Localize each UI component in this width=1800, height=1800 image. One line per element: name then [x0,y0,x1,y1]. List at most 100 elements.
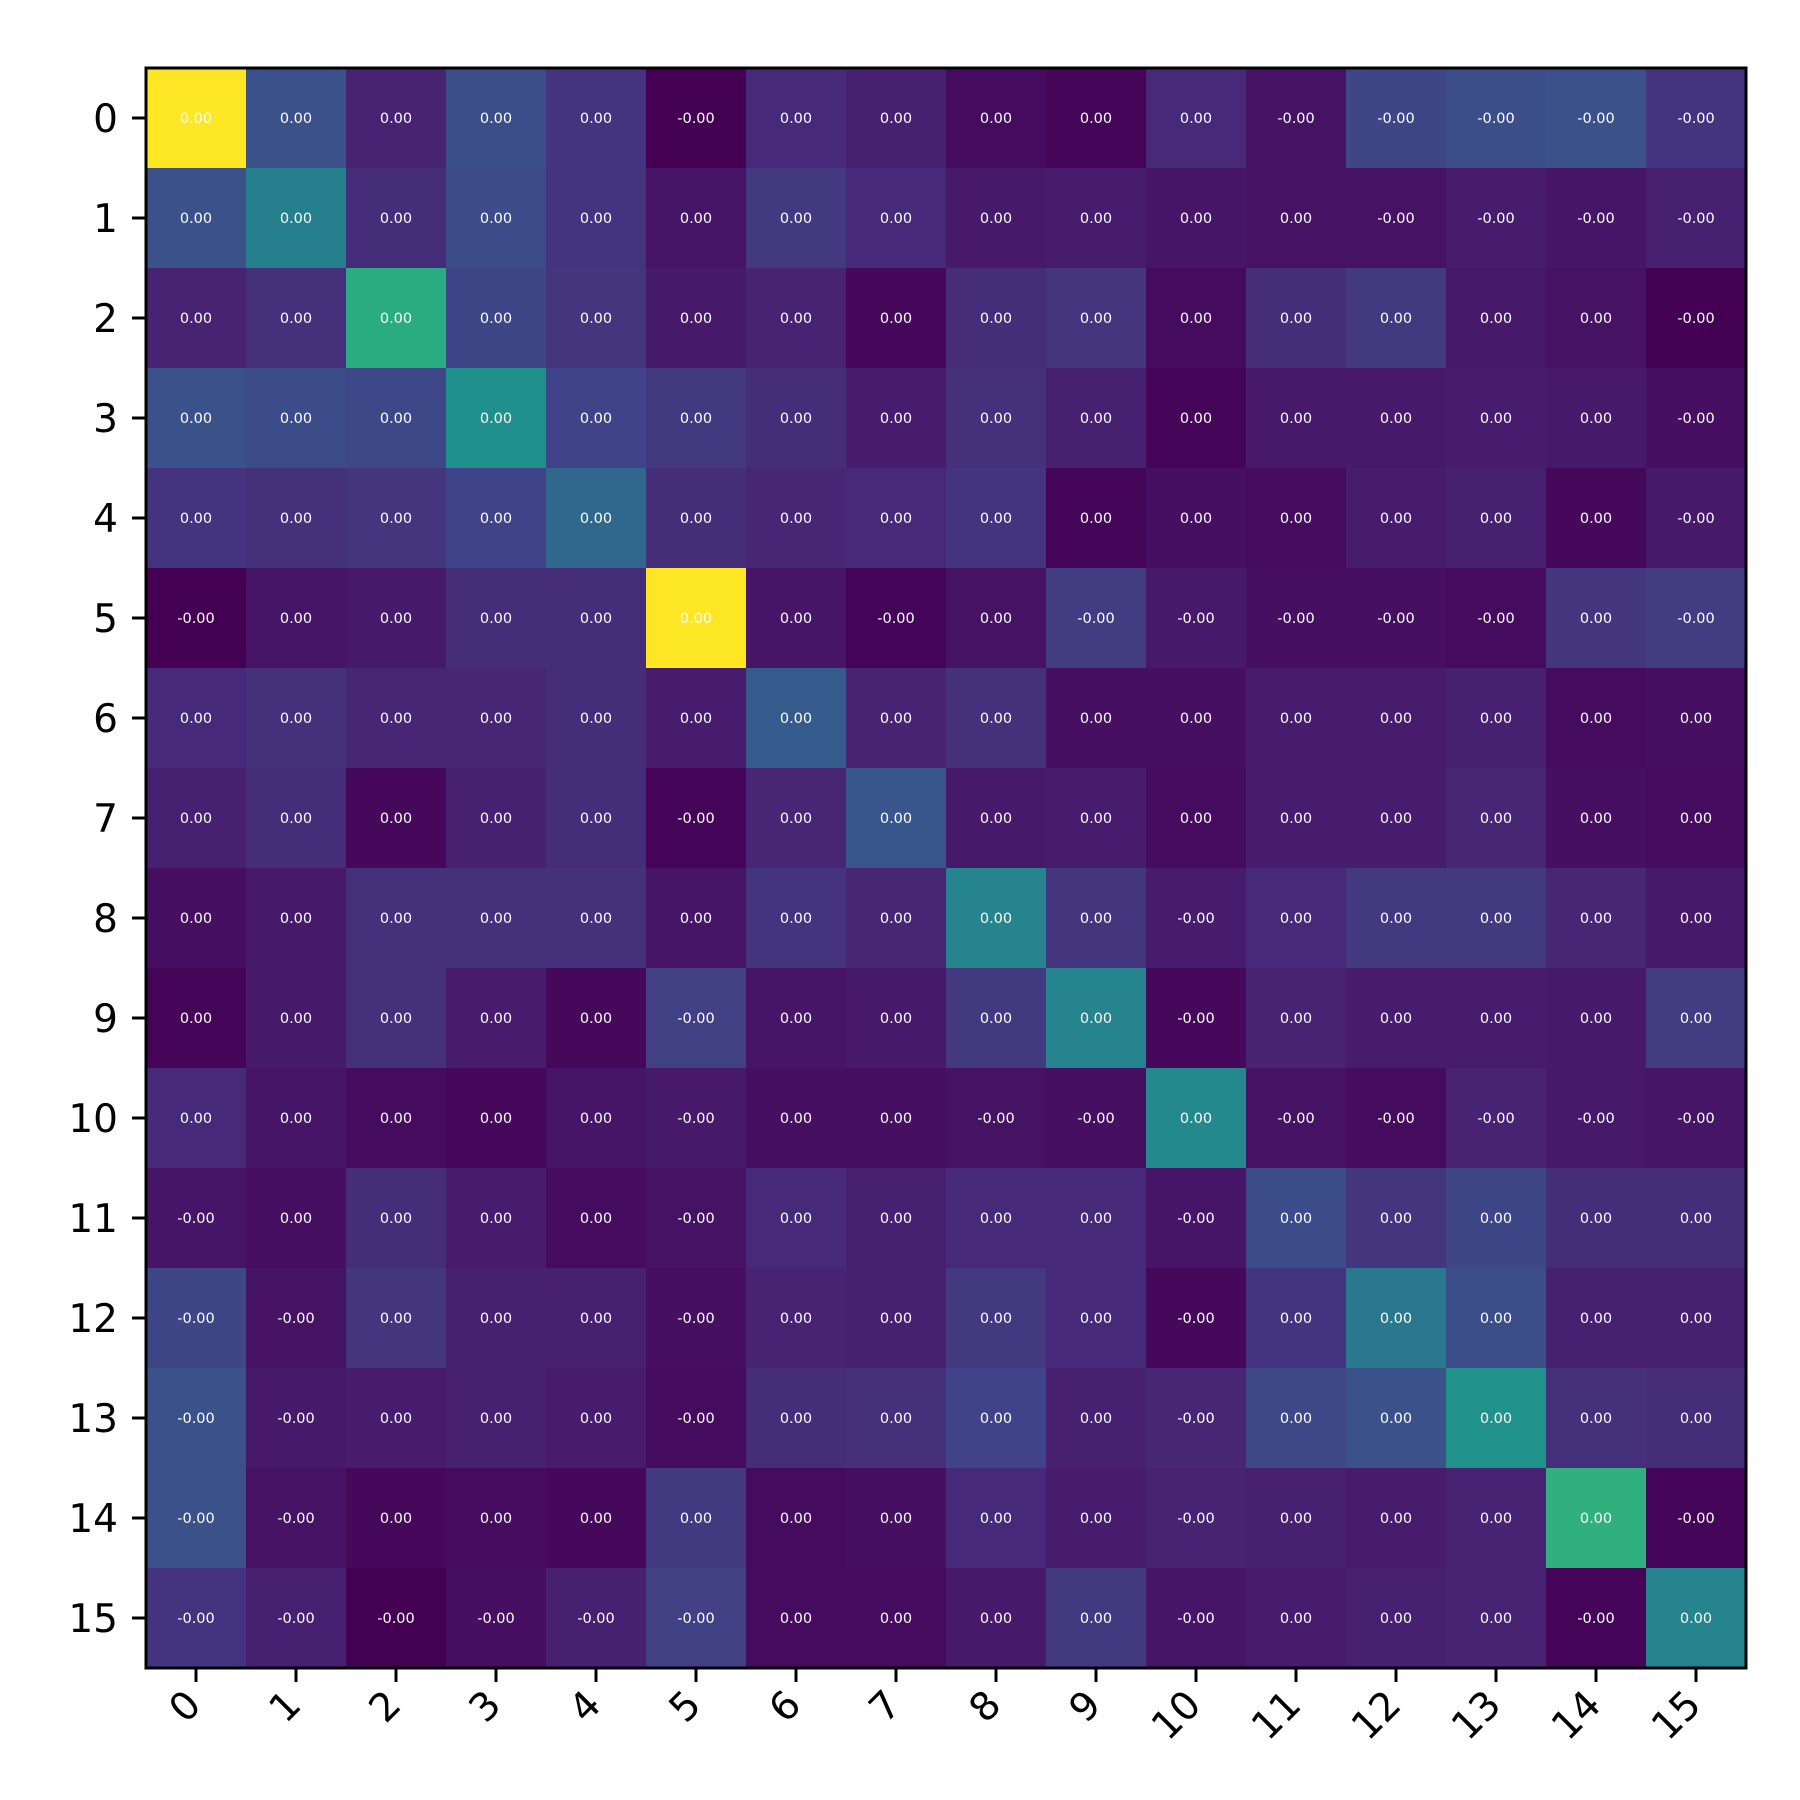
heatmap-cell-r4-c9 [1046,468,1147,569]
heatmap-cell-r4-c1 [246,468,347,569]
heatmap-cell-r0-c7 [846,68,947,169]
cell-value-label: 0.00 [180,411,212,427]
cell-value-label: 0.00 [1480,1611,1512,1627]
cell-value-label: -0.00 [477,1611,515,1627]
heatmap-cell-r3-c2 [346,368,447,469]
heatmap-cell-r5-c3 [446,568,547,669]
cell-value-label: 0.00 [1480,411,1512,427]
heatmap-cell-r6-c10 [1146,668,1247,769]
cell-value-label: 0.00 [980,1311,1012,1327]
cell-value-label: 0.00 [180,1111,212,1127]
heatmap-cell-r8-c12 [1346,868,1447,969]
cell-value-label: 0.00 [980,1511,1012,1527]
cell-value-label: -0.00 [1277,611,1315,627]
heatmap-cell-r14-c5 [646,1468,747,1569]
heatmap-cell-r9-c13 [1446,968,1547,1069]
heatmap-cell-r8-c1 [246,868,347,969]
cell-value-label: -0.00 [677,1211,715,1227]
heatmap-cell-r8-c13 [1446,868,1547,969]
heatmap-cell-r11-c6 [746,1168,847,1269]
heatmap-cell-r14-c14 [1546,1468,1647,1569]
cell-value-label: 0.00 [580,1311,612,1327]
cell-value-label: 0.00 [580,1511,612,1527]
heatmap-cell-r9-c5 [646,968,747,1069]
heatmap-cell-r7-c8 [946,768,1047,869]
heatmap-cell-r15-c14 [1546,1568,1647,1669]
cell-value-label: -0.00 [1177,1411,1215,1427]
cell-value-label: 0.00 [580,211,612,227]
heatmap-cell-r1-c14 [1546,168,1647,269]
heatmap-cell-r5-c14 [1546,568,1647,669]
cell-value-label: 0.00 [480,211,512,227]
heatmap-cell-r1-c2 [346,168,447,269]
heatmap-cell-r6-c15 [1646,668,1747,769]
cell-value-label: 0.00 [1080,1511,1112,1527]
y-tick-label: 15 [68,1597,118,1642]
heatmap-cell-r12-c12 [1346,1268,1447,1369]
heatmap-cell-r13-c13 [1446,1368,1547,1469]
cell-value-label: -0.00 [1277,1111,1315,1127]
cell-value-label: 0.00 [380,1211,412,1227]
cell-value-label: 0.00 [180,211,212,227]
heatmap-cell-r9-c2 [346,968,447,1069]
cell-value-label: 0.00 [1280,211,1312,227]
heatmap-cell-r3-c9 [1046,368,1147,469]
heatmap-cell-r5-c5 [646,568,747,669]
heatmap-cell-r4-c2 [346,468,447,569]
cell-value-label: 0.00 [280,1011,312,1027]
cell-value-label: -0.00 [677,111,715,127]
heatmap-cell-r1-c4 [546,168,647,269]
cell-value-label: -0.00 [277,1611,315,1627]
cell-value-label: 0.00 [880,211,912,227]
heatmap-cell-r13-c4 [546,1368,647,1469]
heatmap-cells [146,68,1747,1669]
cell-value-label: 0.00 [1580,1411,1612,1427]
heatmap-cell-r7-c10 [1146,768,1247,869]
cell-value-label: 0.00 [780,811,812,827]
cell-value-label: -0.00 [977,1111,1015,1127]
heatmap-cell-r9-c11 [1246,968,1347,1069]
heatmap-cell-r1-c11 [1246,168,1347,269]
cell-value-label: 0.00 [180,111,212,127]
cell-value-label: -0.00 [177,1211,215,1227]
cell-value-label: 0.00 [480,1211,512,1227]
heatmap-cell-r7-c14 [1546,768,1647,869]
heatmap-cell-r3-c14 [1546,368,1647,469]
cell-value-label: 0.00 [1080,311,1112,327]
heatmap-cell-r8-c7 [846,868,947,969]
cell-value-label: 0.00 [1480,711,1512,727]
cell-value-label: -0.00 [1377,611,1415,627]
heatmap-cell-r6-c1 [246,668,347,769]
heatmap-cell-r12-c10 [1146,1268,1247,1369]
cell-value-label: 0.00 [280,311,312,327]
cell-value-label: 0.00 [1380,311,1412,327]
cell-value-label: -0.00 [677,811,715,827]
cell-value-label: 0.00 [1080,1611,1112,1627]
heatmap-cell-r15-c3 [446,1568,547,1669]
cell-value-label: -0.00 [1177,1511,1215,1527]
cell-value-label: 0.00 [1480,1511,1512,1527]
heatmap-cell-labels: 0.00 0.00 0.00 0.00 0.00 -0.00 0.00 0.00 0.00 0.0… [177,111,1715,1627]
plot-frame [144,66,1748,1670]
cell-value-label: 0.00 [580,1011,612,1027]
heatmap-cell-r11-c4 [546,1168,647,1269]
cell-value-label: 0.00 [1380,1511,1412,1527]
heatmap-cell-r13-c10 [1146,1368,1247,1469]
cell-value-label: 0.00 [380,1511,412,1527]
cell-value-label: 0.00 [1280,1211,1312,1227]
heatmap-cell-r13-c2 [346,1368,447,1469]
heatmap-cell-r10-c13 [1446,1068,1547,1169]
cell-value-label: 0.00 [580,911,612,927]
heatmap-cell-r6-c4 [546,668,647,769]
heatmap-cell-r11-c1 [246,1168,347,1269]
cell-value-label: 0.00 [1480,1411,1512,1427]
cell-value-label: -0.00 [1177,1311,1215,1327]
cell-value-label: 0.00 [880,1011,912,1027]
heatmap-cell-r0-c1 [246,68,347,169]
heatmap-cell-r2-c14 [1546,268,1647,369]
cell-value-label: 0.00 [180,811,212,827]
cell-value-label: 0.00 [1080,711,1112,727]
heatmap-cell-r6-c8 [946,668,1047,769]
heatmap-cell-r10-c3 [446,1068,547,1169]
heatmap-cell-r13-c6 [746,1368,847,1469]
